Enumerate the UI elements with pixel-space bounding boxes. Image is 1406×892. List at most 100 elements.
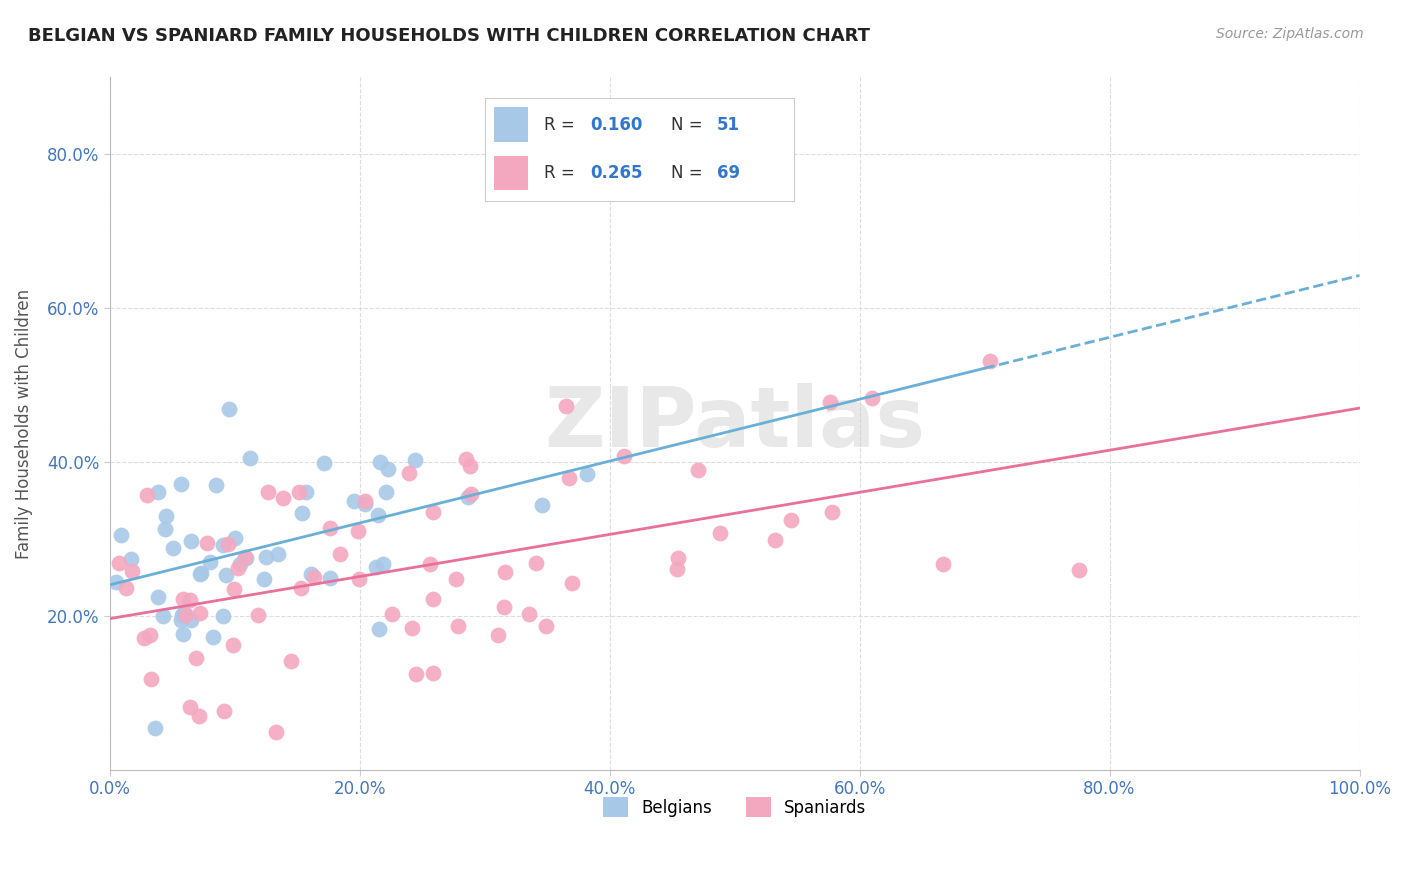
Point (329, 547, 352, 561)
Point (235, 550, 257, 565)
Point (172, 591, 194, 606)
Point (419, 557, 441, 571)
Point (561, 576, 583, 591)
Point (555, 399, 578, 413)
Point (820, 394, 842, 409)
Point (347, 573, 370, 587)
Point (368, 622, 391, 636)
Point (446, 572, 468, 586)
Point (211, 609, 233, 624)
Point (422, 505, 444, 519)
Point (271, 491, 294, 506)
Point (821, 505, 844, 519)
Point (110, 528, 132, 542)
Point (302, 569, 325, 583)
Text: BELGIAN VS SPANIARD FAMILY HOUSEHOLDS WITH CHILDREN CORRELATION CHART: BELGIAN VS SPANIARD FAMILY HOUSEHOLDS WI… (28, 27, 870, 45)
Point (217, 537, 239, 551)
Point (613, 449, 636, 463)
Point (179, 593, 201, 607)
Point (456, 451, 478, 466)
Point (233, 550, 256, 565)
Point (779, 513, 801, 527)
Text: 0.265: 0.265 (591, 164, 643, 182)
Point (264, 724, 287, 739)
Point (114, 581, 136, 595)
Point (170, 477, 193, 491)
Point (155, 522, 177, 536)
Point (254, 549, 277, 564)
Point (135, 488, 157, 502)
Point (534, 618, 557, 632)
Legend: Belgians, Spaniards: Belgians, Spaniards (596, 790, 873, 824)
Text: 0.160: 0.160 (591, 116, 643, 134)
Point (170, 608, 193, 623)
Point (180, 534, 202, 549)
Point (381, 607, 404, 622)
Point (190, 566, 212, 581)
Point (104, 574, 127, 589)
Point (215, 567, 238, 582)
Point (486, 628, 509, 642)
Point (211, 538, 233, 552)
Point (253, 572, 276, 586)
Point (218, 401, 240, 416)
Point (188, 566, 211, 581)
Point (197, 536, 219, 550)
Point (932, 557, 955, 571)
Point (287, 484, 309, 499)
Point (422, 666, 444, 681)
Point (266, 547, 288, 561)
Text: N =: N = (671, 116, 707, 134)
Point (367, 508, 389, 522)
Point (143, 721, 166, 735)
Point (319, 571, 342, 585)
Point (460, 487, 482, 501)
Point (198, 555, 221, 569)
Point (202, 630, 225, 644)
Point (368, 455, 391, 469)
Point (139, 628, 162, 642)
Point (404, 452, 426, 467)
Point (366, 560, 388, 574)
Point (494, 599, 516, 614)
Point (180, 613, 202, 627)
Point (295, 485, 318, 500)
Point (558, 471, 581, 485)
Point (524, 556, 547, 570)
Point (188, 709, 211, 723)
Text: R =: R = (544, 116, 579, 134)
Point (979, 353, 1001, 368)
Point (134, 631, 156, 645)
Point (247, 607, 270, 622)
Point (139, 672, 162, 686)
Point (152, 608, 174, 623)
Point (256, 484, 278, 499)
Point (458, 459, 481, 474)
Point (517, 607, 540, 622)
Point (422, 591, 444, 606)
Text: Source: ZipAtlas.com: Source: ZipAtlas.com (1216, 27, 1364, 41)
Text: ZIPatlas: ZIPatlas (544, 384, 925, 464)
Point (162, 541, 184, 555)
Point (401, 621, 423, 635)
Point (353, 497, 375, 511)
Point (212, 704, 235, 718)
Point (121, 564, 143, 578)
Text: R =: R = (544, 164, 579, 182)
Point (531, 498, 554, 512)
Point (148, 484, 170, 499)
Point (172, 627, 194, 641)
Point (343, 494, 366, 508)
Point (239, 451, 262, 466)
Point (174, 608, 197, 623)
Point (375, 485, 398, 500)
Point (186, 651, 208, 665)
Point (347, 524, 370, 539)
Point (319, 521, 342, 535)
Point (314, 456, 336, 470)
Point (688, 462, 710, 476)
Point (398, 466, 420, 480)
Point (457, 490, 479, 504)
Y-axis label: Family Households with Children: Family Households with Children (15, 289, 32, 558)
Bar (495, 155, 529, 190)
